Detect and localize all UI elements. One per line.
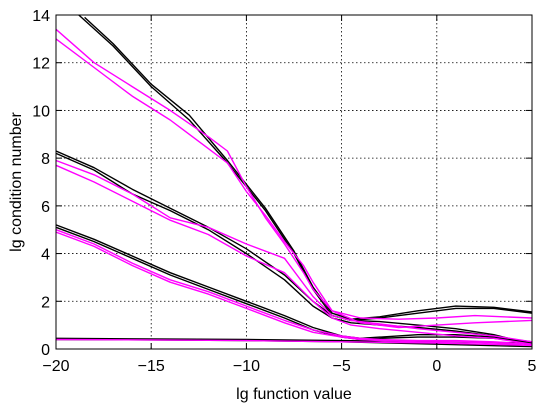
black-series-line — [78, 14, 533, 322]
magenta-series-line — [55, 229, 533, 345]
magenta-series-line — [55, 338, 533, 347]
black-series-line — [84, 16, 533, 320]
black-series-line — [55, 152, 533, 347]
x-tick-label: −20 — [42, 358, 69, 375]
x-tick-label: −5 — [332, 358, 350, 375]
x-tick-label: 5 — [528, 358, 537, 375]
series-group — [55, 14, 533, 348]
y-tick-label: 8 — [41, 151, 50, 168]
y-tick-label: 0 — [41, 342, 50, 359]
axis-ticks — [55, 14, 533, 350]
y-tick-label: 2 — [41, 294, 50, 311]
black-series-line — [55, 150, 533, 345]
magenta-series-line — [55, 164, 533, 345]
x-tick-labels: −20 −15 −10 −5 0 5 — [42, 358, 536, 375]
y-tick-label: 6 — [41, 199, 50, 216]
x-tick-label: 0 — [432, 358, 441, 375]
y-tick-label: 12 — [32, 56, 50, 73]
y-tick-label: 14 — [32, 8, 50, 25]
magenta-series-line — [55, 231, 533, 347]
plot-frame — [55, 14, 533, 350]
y-tick-label: 4 — [41, 247, 50, 264]
y-axis-title: lg condition number — [8, 112, 25, 252]
x-tick-label: −15 — [138, 358, 165, 375]
y-tick-label: 10 — [32, 103, 50, 120]
grid-lines — [56, 15, 532, 349]
magenta-series-line — [55, 28, 533, 320]
magenta-series-line — [55, 38, 533, 329]
magenta-series-line — [55, 159, 533, 343]
x-tick-label: −10 — [233, 358, 260, 375]
y-tick-labels: 0 2 4 6 8 10 12 14 — [32, 8, 50, 359]
x-axis-title: lg function value — [236, 386, 352, 403]
